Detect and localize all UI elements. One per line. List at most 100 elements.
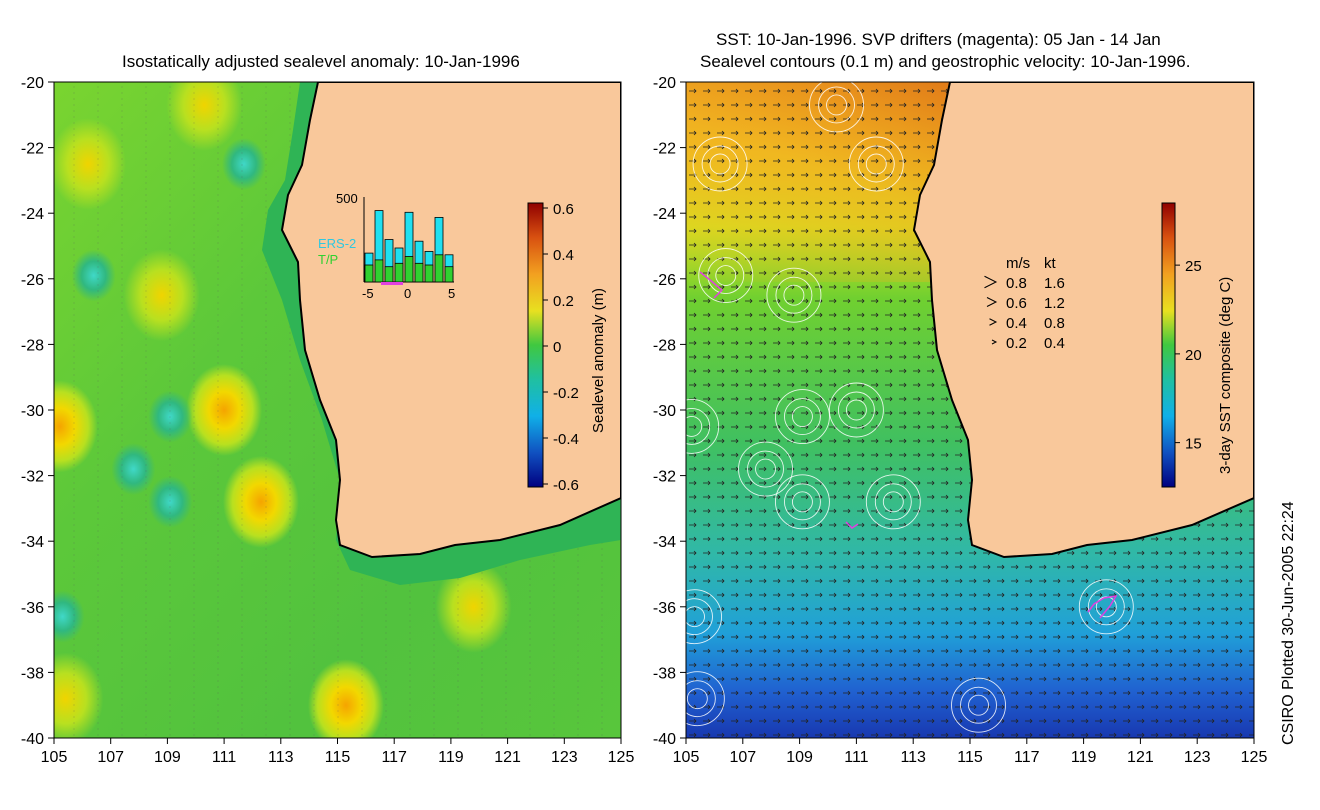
inset-legend-ers2: ERS-2: [318, 236, 356, 251]
left-ytick-label: -30: [21, 403, 44, 420]
sealevel-contour: [848, 136, 904, 192]
sealevel-contour: [698, 248, 754, 303]
sealevel-contour: [774, 389, 830, 445]
velocity-key-arrow: [986, 297, 998, 307]
sealevel-contour: [1078, 579, 1134, 635]
sealevel-contour: [686, 407, 711, 445]
sealevel-contour: [960, 686, 997, 724]
left-xtick-label: 113: [268, 749, 294, 766]
right-xtick-label: 111: [844, 749, 868, 766]
sealevel-contour: [818, 86, 855, 124]
sealevel-contour: [968, 694, 989, 716]
sealevel-contour: [755, 458, 776, 480]
right-colorbar-tick-label: 25: [1185, 258, 1202, 275]
left-xtick-label: 123: [551, 749, 578, 766]
right-ytick-label: -26: [653, 272, 676, 289]
left-ytick-label: -36: [21, 600, 44, 617]
left-ytick-label: -34: [21, 534, 44, 551]
velocity-key-kt: 1.6: [1044, 275, 1065, 292]
right-ytick-label: -32: [653, 469, 676, 486]
sealevel-contour: [865, 474, 921, 530]
sealevel-contour: [686, 671, 725, 727]
right-sealevel-contours: [686, 82, 1134, 733]
sealevel-contour: [686, 589, 722, 645]
left-ytick-label: -38: [21, 665, 44, 682]
right-xtick-label: 107: [729, 749, 756, 766]
inset-legend-tp: T/P: [318, 252, 338, 267]
right-panel-title-line2: Sealevel contours (0.1 m) and geostrophi…: [700, 52, 1191, 71]
inset-xtick-5: 5: [448, 286, 455, 301]
inset-bar-tp: [424, 264, 434, 283]
left-colorbar-tick-label: -0.2: [553, 385, 579, 402]
right-drifter-track-2: [845, 521, 859, 529]
sealevel-contour: [715, 265, 737, 286]
right-panel-title-line1: SST: 10-Jan-1996. SVP drifters (magenta)…: [716, 30, 1161, 49]
right-xtick-label: 119: [1071, 749, 1097, 766]
sealevel-contour: [701, 145, 739, 183]
velocity-key-arrow: [991, 339, 998, 345]
left-xtick-label: 125: [608, 749, 635, 766]
left-ytick-label: -28: [21, 337, 44, 354]
velocity-key-arrow: [984, 275, 998, 289]
left-colorbar-tick-label: 0.2: [553, 293, 574, 310]
left-ytick-label: -22: [21, 141, 44, 158]
sealevel-contour: [686, 398, 720, 454]
left-colorbar-tick-label: 0: [553, 339, 561, 356]
inset-ymax-label: 500: [336, 191, 358, 206]
velocity-key-header-ms: m/s: [1006, 255, 1030, 272]
sealevel-contour: [783, 483, 821, 521]
velocity-key-header-kt: kt: [1044, 255, 1057, 272]
left-ytick-label: -24: [21, 206, 44, 223]
right-xtick-label: 105: [673, 749, 700, 766]
left-ytick-label: -32: [21, 469, 44, 486]
right-ytick-label: -34: [653, 534, 676, 551]
inset-drifter-range: [381, 282, 403, 285]
sealevel-contour: [774, 474, 830, 530]
inset-bar-tp: [444, 266, 454, 283]
right-ytick-label: -24: [653, 206, 676, 223]
velocity-key-kt: 0.8: [1044, 315, 1065, 332]
sealevel-contour: [874, 483, 912, 521]
right-drifter-track-3: [699, 271, 724, 299]
sealevel-contour: [828, 382, 884, 438]
right-colorbar-tick-label: 15: [1185, 436, 1202, 453]
left-colorbar: 0.6 0.4 0.2 0 -0.2 -0.4 -0.6 Sealevel anomaly …: [527, 201, 607, 494]
left-ytick-label: -40: [21, 731, 44, 748]
left-xtick-label: 115: [325, 749, 351, 766]
sealevel-contour: [951, 677, 1006, 733]
sealevel-contour: [747, 450, 784, 488]
left-xtick-label: 121: [494, 749, 521, 766]
sealevel-contour: [809, 82, 864, 133]
inset-bar-tp: [374, 259, 384, 283]
sealevel-contour: [791, 491, 813, 513]
right-ytick-label: -38: [653, 665, 676, 682]
left-colorbar-bar: [527, 202, 544, 488]
left-ytick-label: -20: [21, 75, 44, 92]
right-ytick-label: -28: [653, 337, 676, 354]
right-xtick-label: 109: [786, 749, 813, 766]
sealevel-contour: [766, 267, 822, 323]
velocity-key-kt: 0.4: [1044, 335, 1065, 352]
inset-bar-tp: [394, 262, 404, 283]
right-map: [686, 82, 1254, 738]
left-ytick-label: -26: [21, 272, 44, 289]
inset-bar-tp: [414, 262, 424, 283]
velocity-key-ms: 0.4: [1006, 315, 1027, 332]
sealevel-contour: [857, 145, 895, 183]
velocity-key: m/s kt 0.8 1.6 0.6 1.2 0.4 0.8 0.2 0.4: [984, 255, 1065, 352]
right-xtick-label: 125: [1241, 749, 1268, 766]
sealevel-contour: [783, 284, 805, 306]
right-xtick-label: 113: [900, 749, 926, 766]
velocity-key-kt: 1.2: [1044, 295, 1065, 312]
right-xtick-label: 121: [1127, 749, 1154, 766]
velocity-key-ms: 0.2: [1006, 335, 1027, 352]
sealevel-contour: [692, 136, 748, 192]
left-panel-title: Isostatically adjusted sealevel anomaly:…: [122, 52, 520, 71]
sealevel-contour: [845, 399, 867, 421]
inset-bar-tp: [404, 256, 414, 283]
left-colorbar-tick-label: 0.4: [553, 247, 574, 264]
sealevel-contour: [865, 153, 887, 175]
velocity-key-arrow: [989, 318, 998, 326]
left-xtick-label: 105: [41, 749, 68, 766]
